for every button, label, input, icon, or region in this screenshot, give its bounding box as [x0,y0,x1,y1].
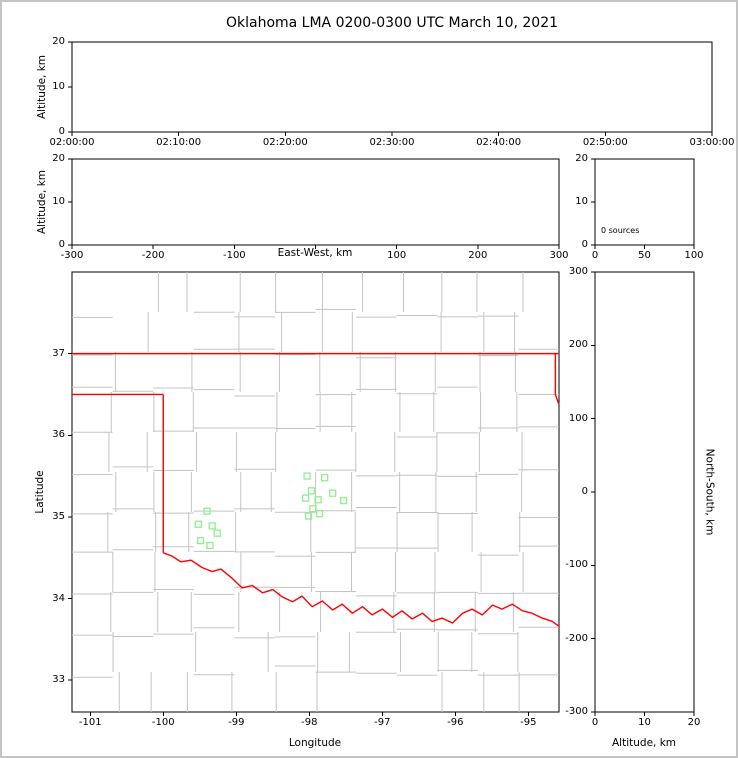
ns-tick-label: -100 [565,559,588,571]
map-panel [71,271,560,713]
latitude-tick-label: 33 [52,674,65,686]
altitude-tick-label: 10 [52,81,65,92]
altitude-tick-label: 20 [52,153,65,164]
count-tick-label: 50 [638,250,651,261]
time-tick-label: 02:20:00 [262,137,308,148]
ew-height-panel [71,158,560,246]
ns-tick-label: 0 [581,486,588,497]
altitude-tick-label: 10 [52,196,65,207]
ns-height-ylabel: North-South, km [703,448,716,536]
count-tick-label: 0 [591,250,599,261]
time-height-panel [71,41,713,133]
lma-station-marker [314,496,322,504]
longitude-tick-label: -99 [228,717,245,728]
latitude-tick-label: 37 [52,347,65,359]
lma-station-marker [309,505,317,513]
lma-station-marker [213,529,221,537]
lma-station-marker [315,509,324,518]
source-count-annotation: 0 sources [601,226,640,235]
lma-station-marker [329,489,337,497]
lma-station-marker [196,536,205,545]
time-tick-label: 03:00:00 [689,137,735,148]
altitude-tick-label: 10 [638,717,651,728]
time-tick-label: 02:30:00 [369,137,415,148]
time-tick-label: 02:00:00 [49,137,95,148]
lma-station-marker [303,472,311,480]
altitude-tick-label: 20 [575,153,588,164]
longitude-tick-label: -96 [447,717,464,728]
ns-height-panel [594,271,695,713]
state-border-red-river [163,552,560,627]
ns-height-xlabel: Altitude, km [611,737,677,749]
map-xlabel: Longitude [288,737,342,749]
altitude-tick-label: 0 [58,239,65,250]
lma-station-marker [304,512,313,520]
altitude-tick-label: 20 [52,36,65,47]
ns-tick-label: 200 [568,339,588,351]
lma-station-marker [208,522,216,530]
ew-tick-label: 100 [387,250,407,261]
lma-station-marker [339,496,348,505]
time-tick-label: 02:50:00 [582,137,628,148]
ew-tick-label: -300 [60,250,84,261]
ns-tick-label: 300 [568,266,588,277]
time-tick-label: 02:40:00 [476,137,522,148]
ew-height-xlabel: East-West, km [277,247,353,259]
ns-tick-label: 100 [568,412,588,424]
lma-station-marker [307,487,316,495]
altitude-tick-label: 0 [581,239,588,250]
state-border-east-step [554,394,560,405]
map-ylabel: Latitude [33,470,46,514]
lma-station-marker [206,541,214,550]
time-tick-label: 02:10:00 [156,137,202,148]
altitude-tick-label: 0 [591,717,599,728]
latitude-tick-label: 36 [52,429,65,441]
ew-tick-label: -200 [141,250,165,261]
ns-tick-label: -300 [565,706,588,717]
time-height-ylabel: Altitude, km [35,54,48,120]
ew-tick-label: 300 [549,250,569,261]
count-tick-label: 100 [684,250,704,261]
ns-tick-label: -200 [565,632,588,644]
ew-tick-label: -100 [222,250,246,261]
altitude-tick-label: 10 [575,196,588,207]
chart-title: Oklahoma LMA 0200-0300 UTC March 10, 202… [225,15,559,31]
longitude-tick-label: -98 [301,717,318,728]
ew-tick-label: 200 [468,250,488,261]
longitude-tick-label: -97 [374,717,391,728]
longitude-tick-label: -100 [151,717,175,728]
lma-station-marker [203,507,211,515]
ew-height-ylabel: Altitude, km [35,169,48,235]
altitude-tick-label: 0 [58,126,65,137]
longitude-tick-label: -101 [78,717,102,728]
lma-station-marker [301,494,310,502]
altitude-tick-label: 20 [687,717,701,728]
longitude-tick-label: -95 [520,717,537,728]
latitude-tick-label: 35 [52,510,65,522]
latitude-tick-label: 34 [52,592,65,604]
lma-station-marker [194,520,202,528]
lma-station-marker [320,474,329,482]
